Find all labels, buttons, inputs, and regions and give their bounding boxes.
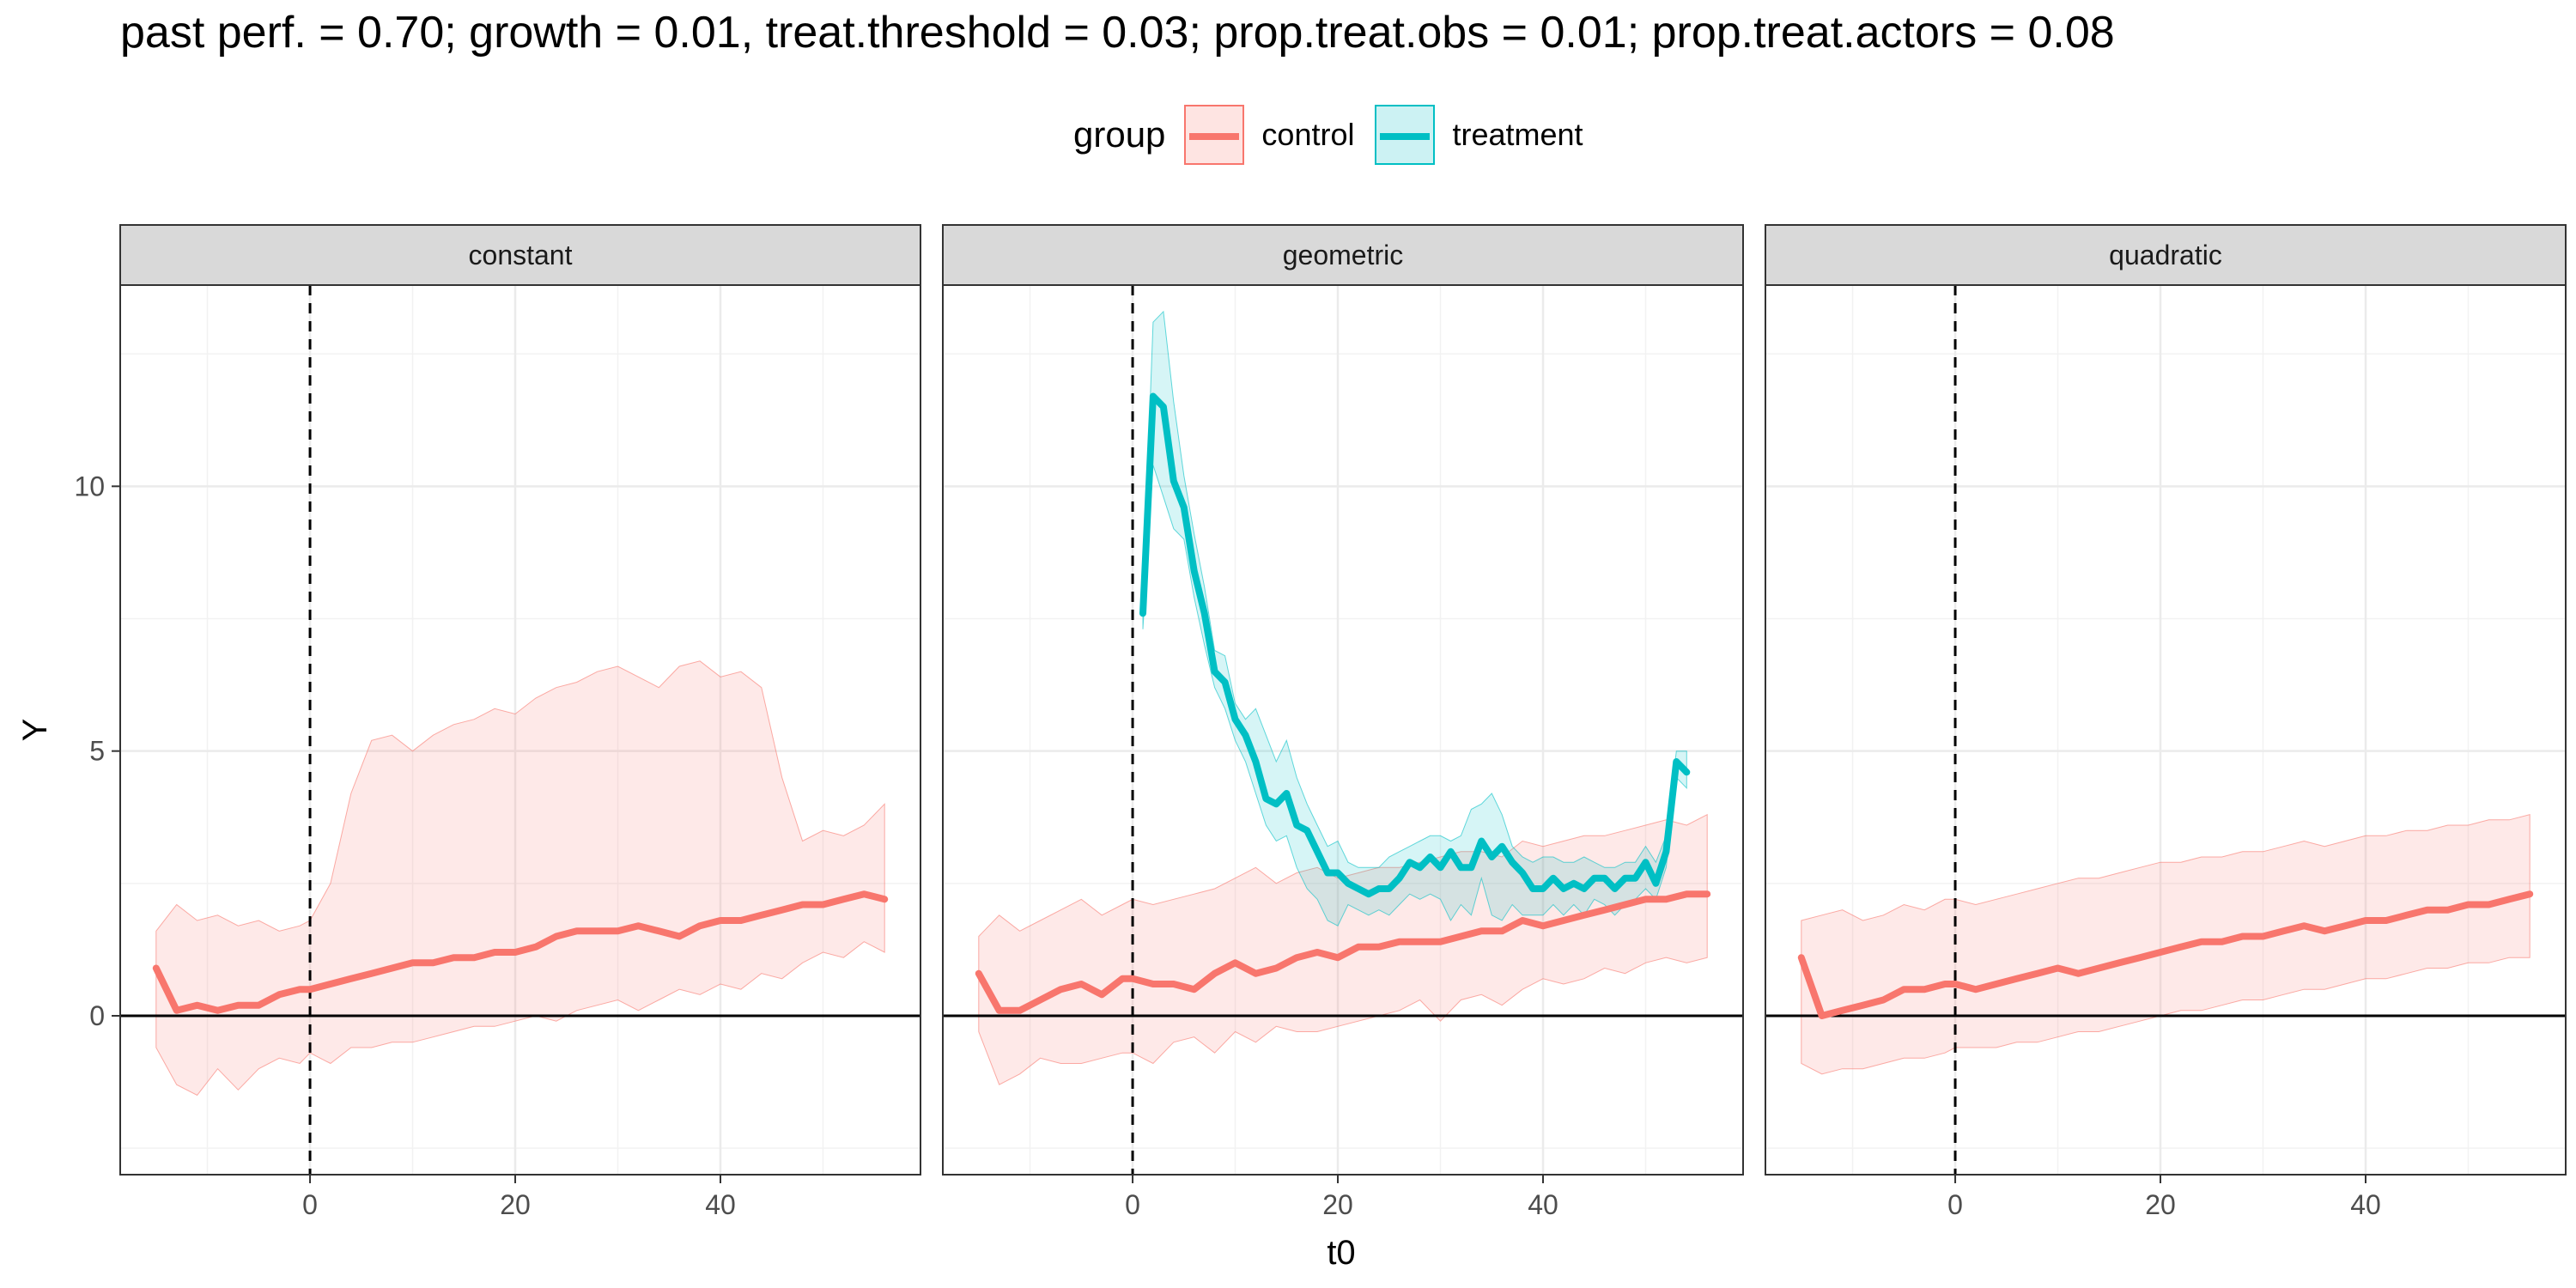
x-tick-label: 20: [2145, 1189, 2176, 1220]
series-line-control: [975, 890, 1711, 1014]
x-tick-label: 0: [1125, 1189, 1140, 1220]
legend-key-treatment: [1375, 105, 1436, 165]
strip-label: constant: [469, 240, 573, 270]
legend-label-treatment: treatment: [1452, 117, 1583, 152]
panel-constant: constant 0 20 40 0 5 10: [74, 224, 921, 1220]
legend-key-control: [1184, 105, 1245, 165]
legend-item-treatment: treatment: [1375, 105, 1583, 165]
legend-title: group: [1073, 114, 1166, 155]
strip-background: [1765, 224, 2567, 286]
strip-background: [942, 224, 1744, 286]
series-line-control: [1797, 890, 2534, 1019]
legend-label-control: control: [1261, 117, 1355, 152]
panel-border: [942, 284, 1744, 1176]
panel-border: [1765, 284, 2567, 1176]
x-tick-label: 0: [302, 1189, 318, 1220]
ribbon-control: [1801, 814, 2530, 1075]
panel-border: [119, 284, 921, 1176]
x-tick-label: 40: [2350, 1189, 2381, 1220]
ribbon-control: [155, 660, 885, 1097]
x-tick-label: 0: [1947, 1189, 1963, 1220]
x-tick-label: 40: [705, 1189, 736, 1220]
x-tick-label: 20: [500, 1189, 531, 1220]
strip-label: geometric: [1283, 240, 1404, 270]
strip-background: [119, 224, 921, 286]
series-line-treatment: [1139, 392, 1691, 898]
y-tick-label: 10: [74, 471, 105, 501]
y-tick-label: 5: [89, 736, 105, 767]
x-tick-label: 20: [1322, 1189, 1353, 1220]
legend-item-control: control: [1184, 105, 1354, 165]
panel-quadratic: quadratic 0 20 40: [1765, 224, 2567, 1220]
strip-label: quadratic: [2109, 240, 2222, 270]
chart-title: past perf. = 0.70; growth = 0.01, treat.…: [120, 8, 2115, 58]
y-axis-title: Y: [16, 719, 54, 742]
x-tick-label: 40: [1528, 1189, 1558, 1220]
legend: group control treatment: [1073, 105, 1604, 165]
y-tick-label: 0: [89, 1000, 105, 1031]
series-line-control: [152, 890, 889, 1014]
panel-geometric: geometric 0 20 40: [942, 224, 1744, 1220]
ribbon-treatment: [1142, 310, 1687, 927]
x-axis-title: t0: [1327, 1234, 1355, 1272]
